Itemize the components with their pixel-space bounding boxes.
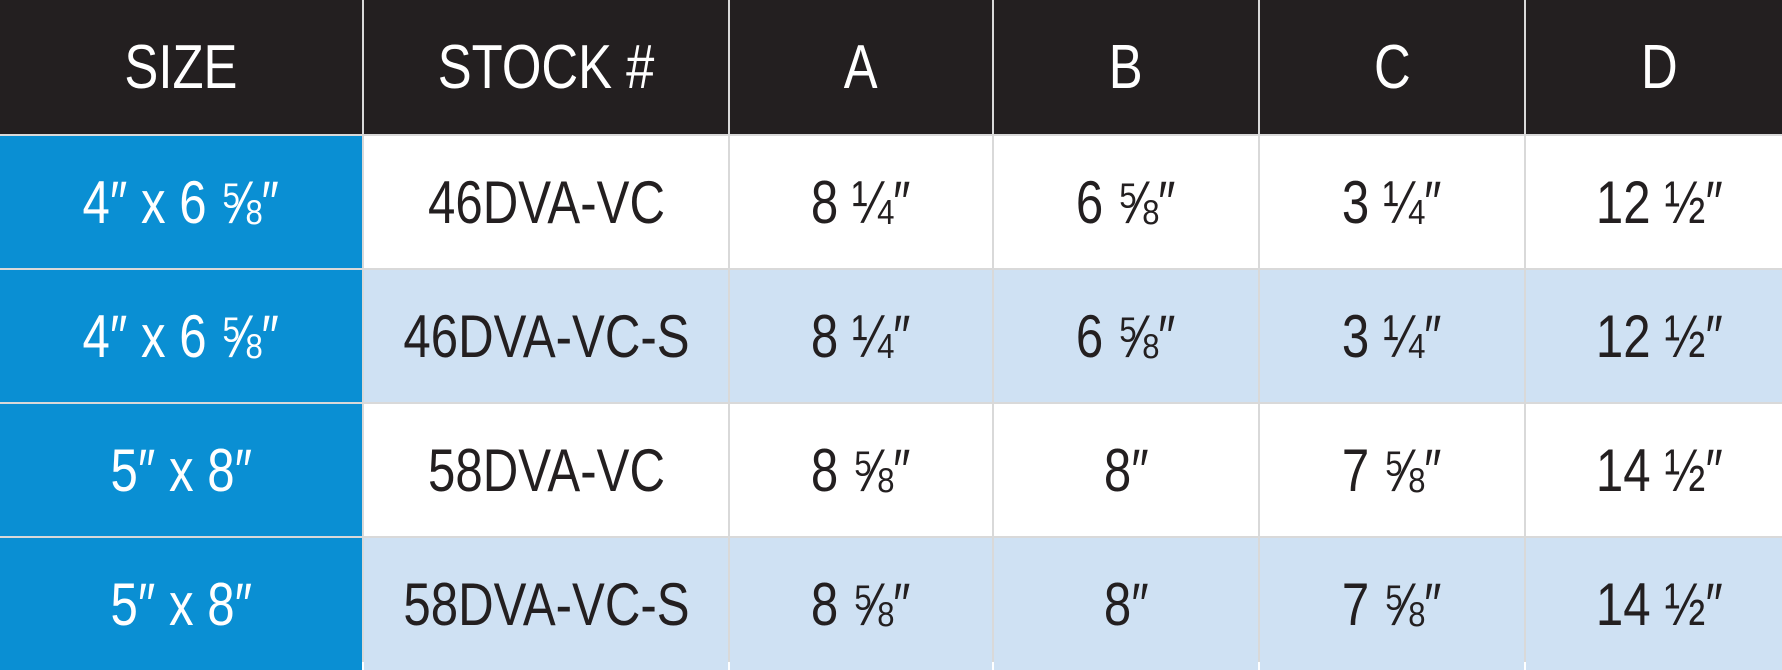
a-value: 8 ⅝″ <box>811 570 911 638</box>
stock-value: 58DVA-VC <box>427 436 665 504</box>
d-value: 14 ½″ <box>1595 436 1723 504</box>
a-cell: 8 ¼″ <box>730 136 992 268</box>
stock-value: 46DVA-VC <box>427 168 665 236</box>
a-value: 8 ¼″ <box>811 168 911 236</box>
header-d-label: D <box>1640 32 1678 102</box>
stock-cell: 46DVA-VC-S <box>364 270 728 402</box>
d-cell: 12 ½″ <box>1526 270 1782 402</box>
size-value: 4″ x 6 ⅝″ <box>82 168 280 236</box>
a-value: 8 ¼″ <box>811 302 911 370</box>
header-cell-c: C <box>1260 0 1524 134</box>
header-cell-b: B <box>994 0 1258 134</box>
d-cell: 12 ½″ <box>1526 136 1782 268</box>
size-value: 5″ x 8″ <box>110 436 252 504</box>
size-cell: 5″ x 8″ <box>0 404 362 536</box>
c-value: 7 ⅝″ <box>1342 436 1442 504</box>
a-cell: 8 ⅝″ <box>730 404 992 536</box>
b-cell: 6 ⅝″ <box>994 136 1258 268</box>
size-cell: 5″ x 8″ <box>0 538 362 670</box>
a-value: 8 ⅝″ <box>811 436 911 504</box>
stock-cell: 58DVA-VC-S <box>364 538 728 670</box>
c-cell: 3 ¼″ <box>1260 136 1524 268</box>
header-cell-stock: STOCK # <box>364 0 728 134</box>
d-value: 12 ½″ <box>1595 168 1723 236</box>
d-cell: 14 ½″ <box>1526 404 1782 536</box>
c-value: 3 ¼″ <box>1342 168 1442 236</box>
header-stock-label: STOCK # <box>437 32 655 102</box>
header-cell-size: SIZE <box>0 0 362 134</box>
size-value: 4″ x 6 ⅝″ <box>82 302 280 370</box>
size-cell: 4″ x 6 ⅝″ <box>0 136 362 268</box>
d-cell: 14 ½″ <box>1526 538 1782 670</box>
a-cell: 8 ¼″ <box>730 270 992 402</box>
stock-cell: 58DVA-VC <box>364 404 728 536</box>
b-cell: 8″ <box>994 404 1258 536</box>
header-c-label: C <box>1373 32 1411 102</box>
b-value: 8″ <box>1103 436 1149 504</box>
b-value: 8″ <box>1103 570 1149 638</box>
size-cell: 4″ x 6 ⅝″ <box>0 270 362 402</box>
c-value: 7 ⅝″ <box>1342 570 1442 638</box>
c-value: 3 ¼″ <box>1342 302 1442 370</box>
c-cell: 7 ⅝″ <box>1260 404 1524 536</box>
header-cell-d: D <box>1526 0 1782 134</box>
d-value: 14 ½″ <box>1595 570 1723 638</box>
header-size-label: SIZE <box>124 32 238 102</box>
stock-cell: 46DVA-VC <box>364 136 728 268</box>
b-cell: 6 ⅝″ <box>994 270 1258 402</box>
c-cell: 3 ¼″ <box>1260 270 1524 402</box>
header-b-label: B <box>1109 32 1143 102</box>
stock-value: 46DVA-VC-S <box>402 302 690 370</box>
size-value: 5″ x 8″ <box>110 570 252 638</box>
stock-value: 58DVA-VC-S <box>402 570 690 638</box>
d-value: 12 ½″ <box>1595 302 1723 370</box>
c-cell: 7 ⅝″ <box>1260 538 1524 670</box>
b-cell: 8″ <box>994 538 1258 670</box>
b-value: 6 ⅝″ <box>1076 302 1176 370</box>
header-cell-a: A <box>730 0 992 134</box>
b-value: 6 ⅝″ <box>1076 168 1176 236</box>
header-a-label: A <box>844 32 878 102</box>
a-cell: 8 ⅝″ <box>730 538 992 670</box>
